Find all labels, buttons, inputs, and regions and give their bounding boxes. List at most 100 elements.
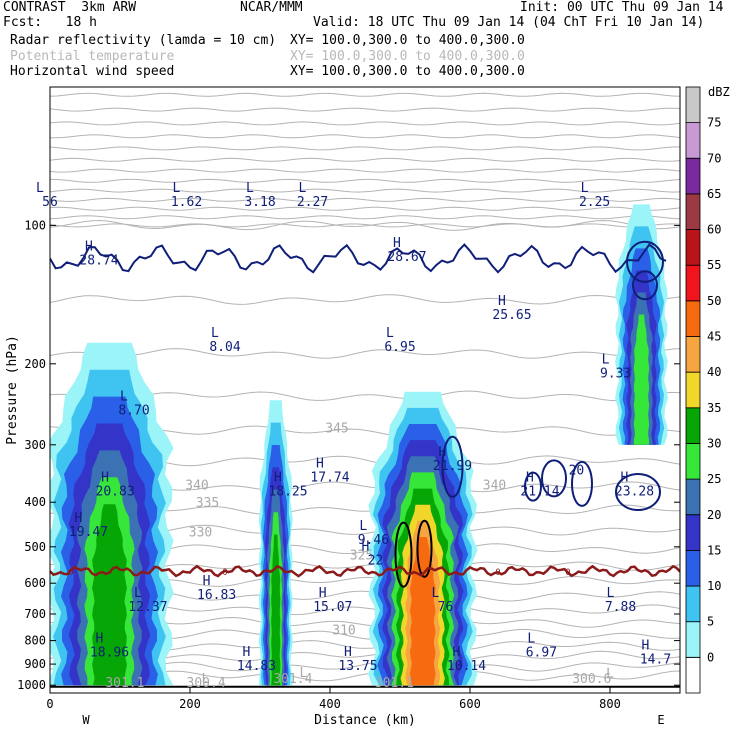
x-tick-label: 600	[459, 697, 481, 711]
institution: NCAR/MMM	[240, 0, 303, 15]
freezing-level-label: 0	[68, 568, 73, 578]
isentrope-line	[50, 168, 680, 173]
wind-contour	[50, 243, 667, 274]
wind-extremum-type: H	[439, 445, 447, 460]
isentrope-line	[50, 146, 680, 151]
colorbar-tick-label: 20	[707, 508, 721, 522]
isentrope-label: 301.1	[375, 676, 414, 691]
isentrope-line	[50, 223, 680, 228]
wind-extremum-type: H	[621, 470, 629, 485]
wind-extremum-type: L	[246, 181, 254, 196]
wind-extremum-value: 18.25	[268, 484, 307, 499]
colorbar-swatch	[685, 407, 701, 444]
wind-extremum-value: 7.88	[605, 600, 636, 615]
reflectivity-area	[633, 314, 650, 445]
x-tick-label: 800	[599, 697, 621, 711]
isentrope-label: 325	[350, 549, 373, 564]
wind-extremum-type: L	[211, 326, 219, 341]
valid-time: Valid: 18 UTC Thu 09 Jan 14 (04 ChT Fri …	[313, 15, 705, 30]
isentrope-label: 300.4	[187, 676, 226, 691]
wind-extremum-type: H	[203, 574, 211, 589]
colorbar-tick-label: 40	[707, 365, 721, 379]
colorbar-tick-label: 45	[707, 330, 721, 344]
x-tick-label: 400	[319, 697, 341, 711]
isentrope-line	[50, 121, 680, 126]
wind-extremum-type: L	[120, 389, 128, 404]
wind-extremum-value: 25.65	[492, 308, 531, 323]
wind-extremum-value: 21.99	[433, 459, 472, 474]
wind-extremum-value: 9.46	[358, 533, 389, 548]
wind-extremum-value: 14.83	[237, 659, 276, 674]
colorbar-swatch	[685, 514, 701, 551]
colorbar-tick-label: 65	[707, 187, 721, 201]
colorbar-tick-label: 15	[707, 543, 721, 557]
wind-extremum-value: 20.83	[96, 484, 135, 499]
wind-extremum-type: L	[432, 586, 440, 601]
colorbar-tick-label: 55	[707, 258, 721, 272]
colorbar-swatch	[685, 550, 701, 587]
wind-extremum-value: 76	[438, 600, 454, 615]
wind-extremum-type: L	[527, 631, 535, 646]
colorbar-swatch	[685, 621, 701, 658]
isentrope-line	[50, 178, 680, 183]
wind-extremum-value: 9.33	[600, 367, 631, 382]
wind-contour	[541, 459, 567, 498]
wind-extremum-value: 14.7	[640, 652, 671, 667]
isentrope-label: 301.4	[273, 672, 312, 687]
wind-contour	[441, 435, 464, 498]
colorbar-swatch	[685, 300, 701, 337]
wind-extremum-value: 8.70	[118, 403, 149, 418]
wind-extremum-value: 28.74	[79, 254, 118, 269]
colorbar-tick-label: 60	[707, 223, 721, 237]
y-tick-label: 200	[24, 357, 46, 371]
plot-frame	[49, 86, 681, 694]
wind-extremum-value: 6.97	[526, 645, 557, 660]
y-tick-label: 1000	[17, 678, 46, 692]
y-tick-label: 500	[24, 540, 46, 554]
reflectivity-area	[271, 534, 281, 686]
colorbar-swatch	[685, 122, 701, 159]
wind-extremum-type: H	[243, 645, 251, 660]
isentrope-line	[50, 348, 680, 359]
wind-extremum-value: 13.75	[338, 659, 377, 674]
colorbar-unit-label: dBZ	[708, 85, 730, 99]
colorbar-tick-label: 0	[707, 650, 714, 664]
y-tick-label: 100	[24, 218, 46, 232]
wind-extremum-type: H	[75, 511, 83, 526]
wind-extremum-type: L	[299, 181, 307, 196]
wind-extremum-type: L	[359, 519, 367, 534]
wind-extremum-type: H	[526, 470, 534, 485]
isentrope-label: 310	[332, 623, 355, 638]
wind-extremum-value: 19.47	[69, 525, 108, 540]
wind-extremum-value: 6.95	[384, 340, 415, 355]
wind-extremum-type: H	[319, 586, 327, 601]
isentrope-line	[50, 206, 680, 211]
field-wind-xy: XY= 100.0,300.0 to 400.0,300.0	[290, 64, 525, 79]
wind-extremum-type: L	[581, 181, 589, 196]
x-axis-label: Distance (km)	[314, 713, 416, 728]
colorbar-swatch	[685, 478, 701, 516]
colorbar-tick-label: 5	[707, 615, 714, 629]
isentrope-minimum-mark: L	[299, 666, 307, 681]
colorbar-swatch	[685, 657, 701, 694]
wind-extremum-value: 21.14	[520, 484, 559, 499]
isentrope-line	[50, 215, 680, 220]
wind-extremum-type: H	[274, 470, 282, 485]
wind-extremum-value: 16.83	[197, 588, 236, 603]
isentrope-label: 345	[325, 421, 348, 436]
wind-extremum-value: 1.62	[171, 195, 202, 210]
wind-extremum-value: 12.37	[128, 600, 167, 615]
wind-extremum-value: 28.67	[387, 250, 426, 265]
wind-extremum-type: L	[36, 181, 44, 196]
isentrope-minimum-mark: L	[606, 666, 614, 681]
y-tick-label: 600	[24, 576, 46, 590]
wind-extremum-type: H	[316, 457, 324, 472]
colorbar-tick-label: 75	[707, 116, 721, 130]
isentrope-line	[50, 188, 680, 193]
model-name: CONTRAST 3km ARW	[3, 0, 137, 15]
wind-extremum-value: 8.04	[209, 340, 240, 355]
forecast-hour: Fcst: 18 h	[3, 15, 97, 30]
wind-contour	[626, 240, 664, 283]
field-reflectivity-name: Radar reflectivity (lamda = 10 cm)	[10, 33, 277, 48]
